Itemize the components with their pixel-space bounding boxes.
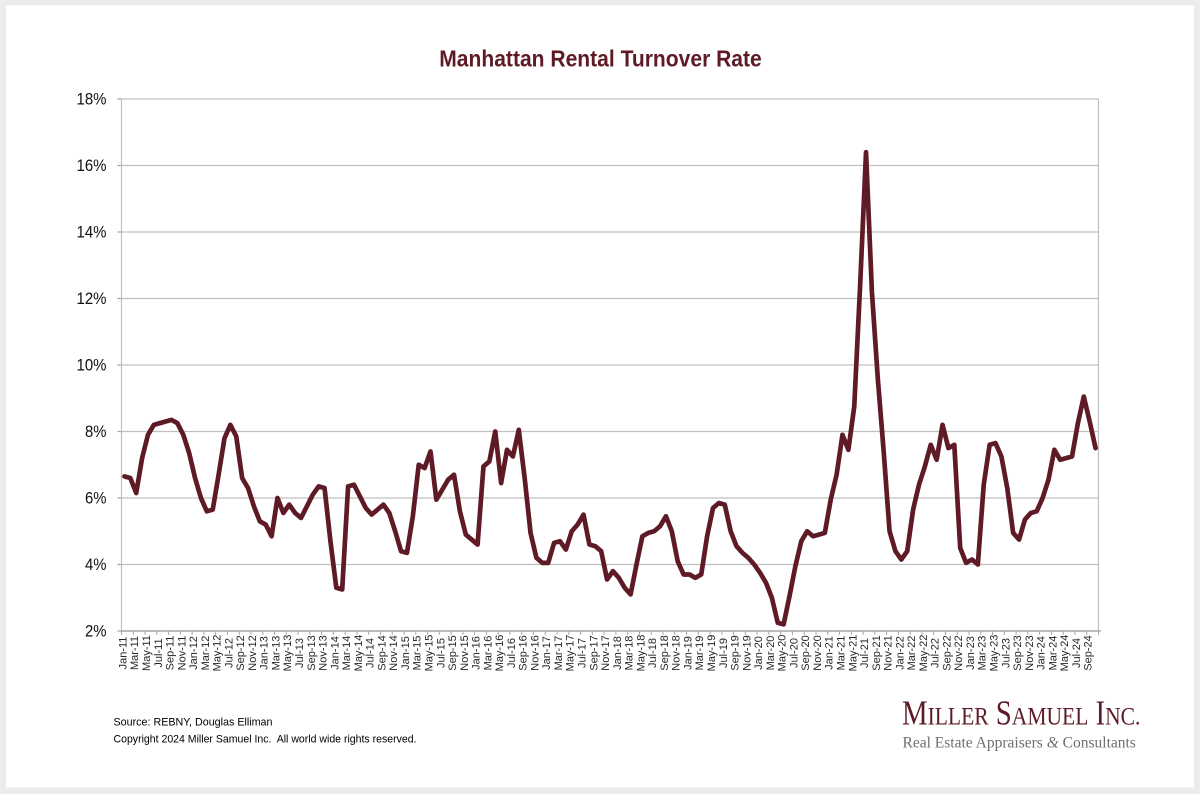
svg-text:Jul-23: Jul-23: [1000, 638, 1012, 668]
svg-text:Nov-20: Nov-20: [812, 635, 824, 670]
svg-text:May-18: May-18: [635, 635, 647, 672]
svg-text:May-19: May-19: [706, 635, 718, 672]
svg-text:May-24: May-24: [1059, 635, 1071, 672]
svg-text:Jul-17: Jul-17: [577, 638, 589, 668]
svg-text:Manhattan Rental Turnover Rate: Manhattan Rental Turnover Rate: [439, 46, 762, 72]
svg-text:Jul-15: Jul-15: [435, 638, 447, 668]
svg-text:May-17: May-17: [565, 635, 577, 672]
svg-text:Jan-18: Jan-18: [612, 636, 624, 670]
svg-text:Sep-17: Sep-17: [588, 635, 600, 670]
svg-text:May-11: May-11: [141, 635, 153, 671]
svg-text:Jul-11: Jul-11: [153, 638, 165, 667]
svg-text:Mar-23: Mar-23: [977, 636, 989, 671]
svg-text:Jan-13: Jan-13: [259, 636, 271, 670]
svg-text:Copyright 2024 Miller Samuel I: Copyright 2024 Miller Samuel Inc. All wo…: [114, 733, 417, 745]
svg-text:Jan-11: Jan-11: [117, 637, 129, 670]
svg-text:Jul-20: Jul-20: [788, 638, 800, 668]
svg-text:Mar-24: Mar-24: [1047, 636, 1059, 671]
svg-text:Nov-21: Nov-21: [883, 635, 895, 670]
svg-text:Mar-18: Mar-18: [624, 636, 636, 671]
svg-text:6%: 6%: [85, 490, 107, 508]
svg-text:May-15: May-15: [423, 635, 435, 672]
svg-text:4%: 4%: [85, 556, 107, 574]
svg-text:Sep-21: Sep-21: [871, 635, 883, 670]
svg-text:12%: 12%: [77, 290, 107, 308]
svg-text:Mar-22: Mar-22: [906, 636, 918, 671]
svg-text:Sep-13: Sep-13: [306, 635, 318, 670]
svg-text:Jul-19: Jul-19: [718, 638, 730, 668]
svg-text:Mar-21: Mar-21: [835, 636, 847, 671]
svg-text:Source: REBNY, Douglas Elliman: Source: REBNY, Douglas Elliman: [114, 716, 273, 728]
svg-text:Jul-13: Jul-13: [294, 638, 306, 668]
svg-text:May-13: May-13: [282, 635, 294, 672]
svg-text:Sep-24: Sep-24: [1083, 635, 1095, 670]
svg-text:Jan-21: Jan-21: [824, 636, 836, 670]
svg-text:Sep-12: Sep-12: [235, 635, 247, 670]
svg-text:Jul-24: Jul-24: [1071, 638, 1083, 668]
svg-text:Jan-24: Jan-24: [1036, 636, 1048, 670]
svg-text:Nov-22: Nov-22: [953, 635, 965, 670]
svg-text:Mar-16: Mar-16: [482, 636, 494, 671]
svg-text:Jul-21: Jul-21: [859, 638, 871, 668]
svg-text:Mar-13: Mar-13: [270, 636, 282, 671]
svg-text:Sep-15: Sep-15: [447, 635, 459, 670]
svg-text:Nov-18: Nov-18: [671, 635, 683, 670]
svg-text:Mar-12: Mar-12: [200, 636, 212, 671]
svg-text:Sep-14: Sep-14: [376, 635, 388, 670]
svg-text:Jul-22: Jul-22: [930, 638, 942, 668]
svg-text:Nov-11: Nov-11: [176, 636, 188, 671]
svg-text:May-21: May-21: [847, 635, 859, 672]
svg-text:Sep-19: Sep-19: [730, 635, 742, 670]
svg-text:Real Estate Appraisers & Consu: Real Estate Appraisers & Consultants: [903, 735, 1136, 752]
svg-text:May-16: May-16: [494, 635, 506, 672]
svg-text:18%: 18%: [77, 91, 107, 109]
svg-text:Sep-18: Sep-18: [659, 635, 671, 670]
svg-text:Jan-15: Jan-15: [400, 636, 412, 670]
svg-text:Jul-16: Jul-16: [506, 638, 518, 668]
svg-text:Nov-14: Nov-14: [388, 635, 400, 670]
svg-text:Jan-19: Jan-19: [682, 636, 694, 670]
svg-text:Nov-16: Nov-16: [529, 635, 541, 670]
svg-text:May-14: May-14: [353, 635, 365, 672]
svg-text:16%: 16%: [77, 157, 107, 175]
svg-text:Sep-11: Sep-11: [165, 636, 177, 671]
svg-text:Jan-20: Jan-20: [753, 636, 765, 670]
svg-text:Jan-22: Jan-22: [894, 636, 906, 670]
svg-text:Jan-14: Jan-14: [329, 636, 341, 670]
svg-text:2%: 2%: [85, 623, 107, 641]
svg-text:Mar-20: Mar-20: [765, 636, 777, 671]
svg-text:Sep-16: Sep-16: [518, 635, 530, 670]
svg-text:May-20: May-20: [777, 635, 789, 672]
svg-text:Jan-17: Jan-17: [541, 636, 553, 670]
svg-text:8%: 8%: [85, 423, 107, 441]
svg-text:Jan-16: Jan-16: [471, 636, 483, 670]
svg-text:Jul-12: Jul-12: [223, 638, 235, 668]
svg-text:Jul-18: Jul-18: [647, 638, 659, 668]
svg-text:Sep-20: Sep-20: [800, 635, 812, 670]
svg-text:Mar-11: Mar-11: [129, 636, 141, 670]
svg-text:Sep-22: Sep-22: [941, 635, 953, 670]
svg-text:Sep-23: Sep-23: [1012, 635, 1024, 670]
svg-text:Jan-12: Jan-12: [188, 636, 200, 670]
svg-text:Jul-14: Jul-14: [365, 638, 377, 668]
svg-text:Nov-23: Nov-23: [1024, 635, 1036, 670]
svg-text:Mar-14: Mar-14: [341, 636, 353, 671]
svg-text:Mar-17: Mar-17: [553, 636, 565, 671]
svg-text:Nov-17: Nov-17: [600, 635, 612, 670]
svg-text:May-22: May-22: [918, 635, 930, 672]
svg-text:Nov-12: Nov-12: [247, 635, 259, 670]
svg-text:Mar-19: Mar-19: [694, 636, 706, 671]
svg-text:May-12: May-12: [212, 635, 224, 672]
svg-text:Jan-23: Jan-23: [965, 636, 977, 670]
svg-text:May-23: May-23: [989, 635, 1001, 672]
svg-text:10%: 10%: [77, 357, 107, 375]
svg-text:Nov-13: Nov-13: [318, 635, 330, 670]
svg-text:14%: 14%: [77, 224, 107, 242]
svg-text:Mar-15: Mar-15: [412, 636, 424, 671]
svg-text:Nov-19: Nov-19: [741, 635, 753, 670]
svg-text:Nov-15: Nov-15: [459, 635, 471, 670]
